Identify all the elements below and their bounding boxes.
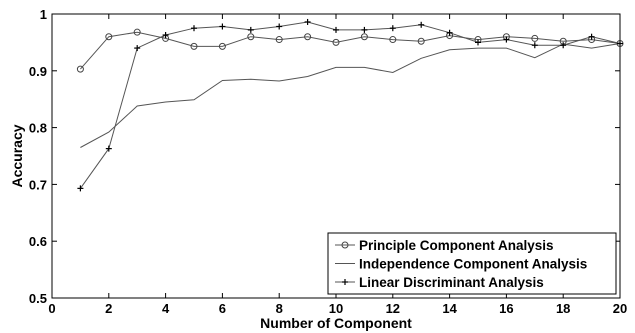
x-tick-label: 4 [162, 301, 170, 316]
x-tick-label: 20 [613, 301, 627, 316]
data-point-circle [218, 42, 226, 50]
data-point-plus [475, 39, 481, 46]
x-tick-label: 6 [219, 301, 226, 316]
data-point-plus [342, 279, 348, 285]
series-line [79, 21, 621, 189]
y-tick-label: 0.7 [29, 177, 47, 192]
x-tick-label: 8 [276, 301, 283, 316]
data-point-plus [333, 26, 339, 33]
data-point-plus [134, 45, 141, 52]
x-tick-label: 14 [442, 301, 457, 316]
data-point-circle [190, 42, 198, 50]
data-point-plus [162, 32, 169, 39]
x-tick-label: 2 [105, 301, 112, 316]
data-point-circle [389, 36, 397, 44]
series-independence-component-analysis [80, 43, 621, 148]
data-point-circle [360, 33, 368, 41]
legend-label: Principle Component Analysis [359, 238, 554, 253]
data-point-plus [247, 26, 254, 33]
data-point-plus [617, 40, 623, 47]
series-layer [76, 18, 624, 192]
y-axis-ticks: 0.5 0.6 0.7 0.8 0.9 1 [29, 7, 620, 306]
series-line [80, 31, 621, 70]
legend-entry-lda: Linear Discriminant Analysis [335, 275, 544, 290]
legend-label: Linear Discriminant Analysis [359, 275, 544, 290]
data-point-plus [219, 23, 226, 30]
x-axis-ticks: 0 2 4 6 8 10 12 14 16 18 20 [48, 14, 627, 316]
y-tick-label: 0.6 [29, 234, 47, 249]
data-point-circle [133, 28, 141, 36]
x-tick-label: 10 [329, 301, 343, 316]
data-point-circle [247, 33, 255, 41]
y-axis-title: Accuracy [9, 124, 25, 187]
legend-label: Independence Component Analysis [359, 257, 587, 272]
data-point-plus [531, 42, 538, 49]
data-point-circle [105, 33, 113, 41]
legend-box [327, 232, 617, 295]
data-point-plus [503, 36, 510, 43]
data-point-circle [275, 36, 283, 44]
y-tick-label: 0.5 [29, 291, 47, 306]
data-point-plus [276, 23, 283, 30]
x-tick-label: 18 [556, 301, 570, 316]
legend-entry-ica: Independence Component Analysis [335, 257, 587, 272]
data-point-plus [77, 185, 84, 192]
data-point-circle [341, 241, 349, 249]
legend: Principle Component Analysis Independenc… [327, 232, 617, 295]
data-point-plus [588, 33, 595, 40]
legend-entry-pca: Principle Component Analysis [335, 238, 554, 253]
data-point-plus [389, 25, 396, 32]
data-point-plus [304, 18, 311, 25]
data-point-plus [105, 145, 112, 152]
x-tick-label: 12 [386, 301, 400, 316]
x-tick-label: 0 [48, 301, 55, 316]
data-point-plus [560, 42, 567, 49]
data-point-circle [417, 37, 425, 45]
data-point-circle [304, 33, 312, 41]
data-point-plus [361, 26, 368, 33]
x-tick-label: 16 [499, 301, 513, 316]
data-point-plus [191, 25, 197, 32]
x-axis-title: Number of Component [260, 315, 412, 331]
y-tick-label: 0.9 [29, 64, 47, 79]
data-point-circle [332, 38, 340, 46]
y-tick-label: 1 [40, 7, 47, 22]
series-linear-discriminant-analysis [77, 18, 623, 192]
y-tick-label: 0.8 [29, 121, 47, 136]
data-point-plus [418, 21, 425, 28]
data-point-circle [531, 34, 539, 42]
series-line [80, 43, 621, 148]
data-point-circle [76, 65, 84, 73]
data-point-plus [446, 29, 453, 36]
